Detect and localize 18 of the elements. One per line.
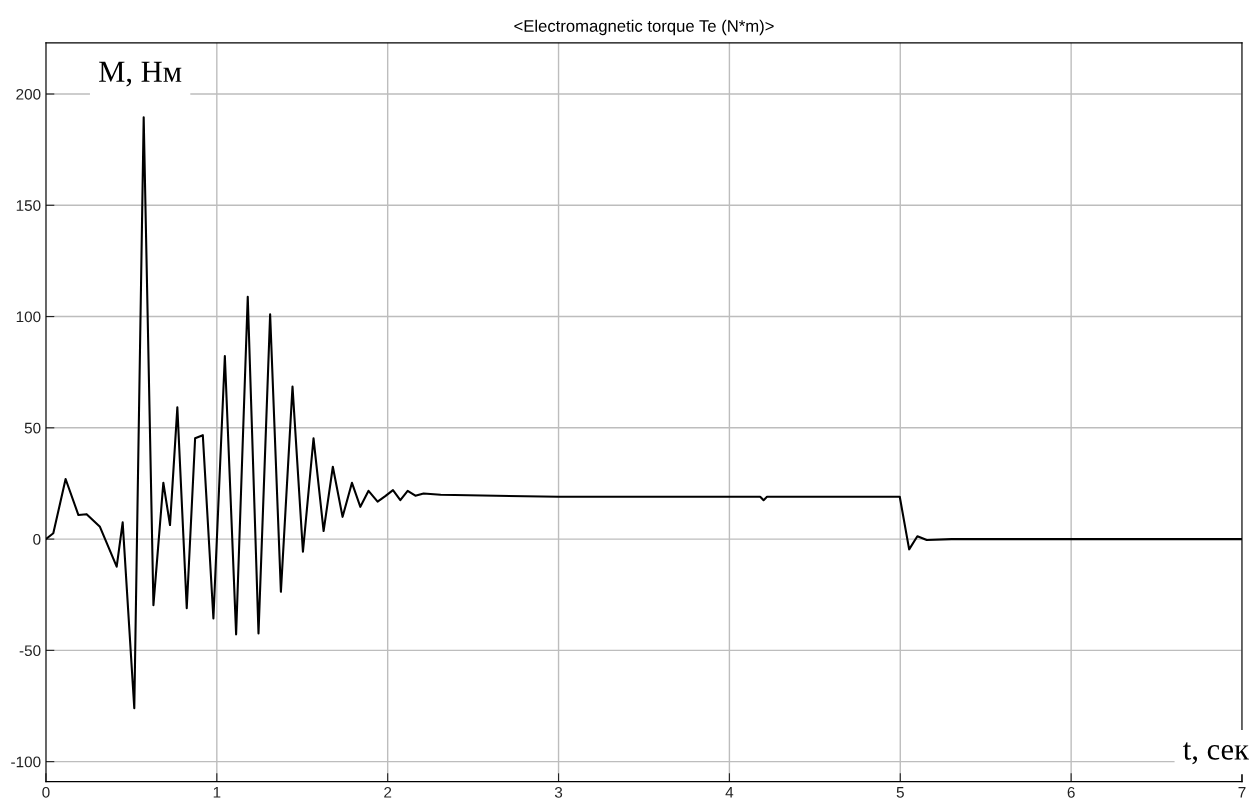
y-tick-label: 100: [16, 311, 41, 323]
x-tick-label: 4: [725, 787, 734, 798]
y-tick-label: 150: [16, 200, 41, 211]
y-tick-label: 200: [16, 88, 41, 100]
x-tick-label: 1: [213, 787, 221, 798]
x-tick-label: 0: [42, 786, 50, 798]
x-tick-label: 6: [1067, 786, 1075, 798]
x-tick-label: 5: [896, 787, 904, 798]
x-tick-label: 3: [554, 786, 563, 798]
annotation: t, сек: [1183, 742, 1249, 765]
y-tick-label: 0: [33, 533, 41, 545]
chart-title: <Electromagnetic torque Te (N*m)>: [514, 19, 774, 36]
x-tick-label: 7: [1238, 787, 1246, 798]
y-tick-label: 50: [24, 422, 41, 434]
x-tick-label: 2: [384, 786, 392, 798]
annotation: M, Нм: [99, 61, 182, 87]
y-tick-label: -100: [11, 756, 41, 768]
y-tick-label: -50: [19, 645, 41, 657]
